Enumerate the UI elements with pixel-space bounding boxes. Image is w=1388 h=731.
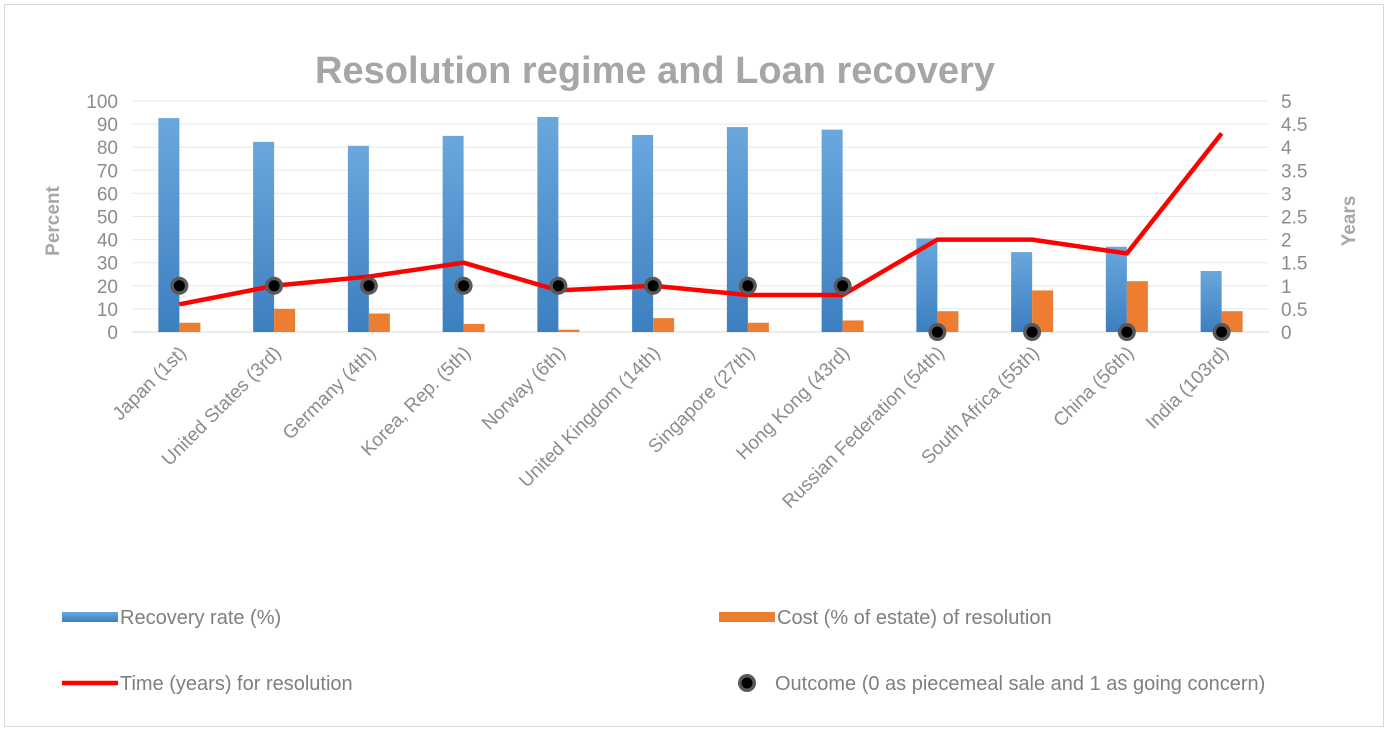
bar-cost (1032, 290, 1054, 332)
bar-recovery-rate (726, 127, 748, 332)
bar-recovery-rate (632, 134, 654, 332)
y-tick-label: 20 (97, 277, 118, 298)
chart-frame: Resolution regime and Loan recovery Perc… (4, 4, 1384, 727)
bar-recovery-rate (158, 118, 180, 333)
y2-tick-label: 3 (1281, 184, 1292, 205)
x-tick-label: India (103rd) (1142, 343, 1233, 434)
gridlines (132, 100, 1269, 333)
outcome-marker-center (742, 280, 754, 292)
bar-cost (179, 322, 201, 332)
y2-tick-label: 0 (1281, 323, 1292, 344)
legend: Recovery rate (%) Cost (% of estate) of r… (62, 607, 1265, 695)
bar-cost (653, 318, 675, 332)
bars (158, 116, 1243, 333)
y-tick-label: 100 (86, 92, 118, 113)
outcome-marker-center (837, 280, 849, 292)
bar-recovery-rate (1011, 252, 1033, 332)
y2-axis-ticks: 00.511.522.5 33.544.55 (1281, 92, 1307, 344)
outcome-marker-center (931, 326, 943, 338)
bar-recovery-rate (442, 135, 464, 332)
x-tick-label: Germany (4th) (279, 343, 380, 444)
outcome-marker-center (552, 280, 564, 292)
y-tick-label: 50 (97, 208, 118, 229)
bar-recovery-rate (347, 145, 369, 332)
y2-axis-title: Years (1339, 196, 1360, 247)
outcome-markers (170, 276, 1231, 341)
legend-label: Outcome (0 as piecemeal sale and 1 as go… (775, 673, 1265, 695)
outcome-marker-center (1216, 326, 1228, 338)
legend-label: Cost (% of estate) of resolution (777, 607, 1052, 629)
x-tick-label: Russian Federation (54th) (779, 343, 949, 513)
time-series-line (178, 131, 1224, 307)
y2-tick-label: 1 (1281, 277, 1292, 298)
bar-cost (368, 313, 390, 332)
bar-recovery-rate (1200, 271, 1222, 332)
bar-cost (747, 322, 769, 332)
bar-recovery-rate (537, 116, 559, 333)
combo-chart: Resolution regime and Loan recovery Perc… (43, 50, 1360, 695)
y-axis-title: Percent (43, 185, 64, 255)
bar-cost (842, 320, 864, 332)
y-tick-label: 30 (97, 254, 118, 275)
y2-tick-label: 2 (1281, 231, 1292, 252)
bar-recovery-rate (253, 141, 275, 332)
legend-swatch-cost (719, 612, 775, 622)
y-tick-label: 90 (97, 115, 118, 136)
bar-cost (274, 308, 296, 332)
legend-label: Time (years) for resolution (120, 673, 353, 695)
x-axis-ticks: Japan (1st)United States (3rd)Germany (4… (109, 343, 1233, 513)
bar-cost (1126, 281, 1148, 332)
outcome-marker-center (647, 280, 659, 292)
y2-tick-label: 4.5 (1281, 115, 1307, 136)
time-line (178, 131, 1224, 307)
outcome-marker-center (1121, 326, 1133, 338)
legend-swatch-recovery-rate (62, 612, 118, 622)
y-tick-label: 10 (97, 300, 118, 321)
x-tick-label: Norway (6th) (478, 343, 570, 435)
bar-recovery-rate (821, 129, 843, 332)
y2-tick-label: 3.5 (1281, 161, 1307, 182)
bar-cost (558, 329, 580, 332)
y-tick-label: 80 (97, 138, 118, 159)
bar-cost (463, 323, 485, 332)
y2-tick-label: 0.5 (1281, 300, 1307, 321)
y-tick-label: 0 (107, 323, 118, 344)
legend-label: Recovery rate (%) (120, 607, 281, 629)
y-tick-label: 60 (97, 184, 118, 205)
chart-title: Resolution regime and Loan recovery (315, 50, 995, 92)
y2-tick-label: 1.5 (1281, 254, 1307, 275)
outcome-marker-center (1026, 326, 1038, 338)
y2-tick-label: 2.5 (1281, 208, 1307, 229)
outcome-marker-center (458, 280, 470, 292)
bar-recovery-rate (1105, 246, 1127, 332)
legend-swatch-outcome-center (741, 677, 753, 689)
outcome-marker-center (268, 280, 280, 292)
y2-tick-label: 4 (1281, 138, 1292, 159)
y-tick-label: 70 (97, 161, 118, 182)
y-tick-label: 40 (97, 231, 118, 252)
outcome-marker-center (363, 280, 375, 292)
x-tick-label: China (56th) (1050, 343, 1139, 432)
bar-recovery-rate (916, 238, 938, 332)
x-tick-label: Japan (1st) (109, 343, 191, 425)
y2-tick-label: 5 (1281, 92, 1292, 113)
outcome-marker-center (173, 280, 185, 292)
